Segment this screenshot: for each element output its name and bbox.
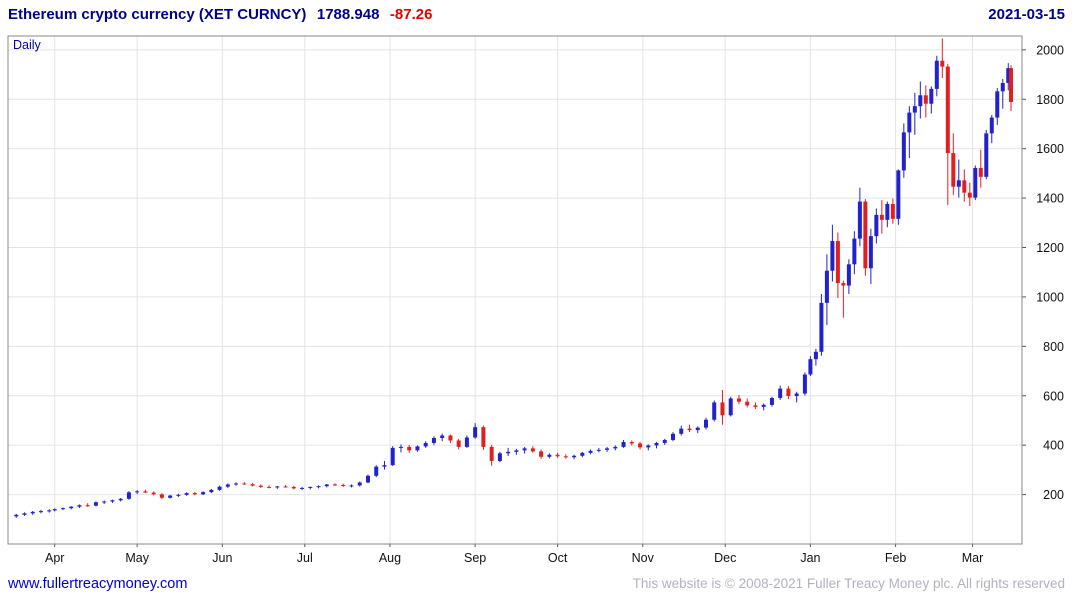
x-axis-label: Jan [800, 551, 820, 565]
axes: 200 400 600 800 1000 1200 1400 1600 1800 2000 Apr M… [7, 35, 1064, 565]
interval-label: Daily [13, 38, 41, 52]
x-axis-label: Sep [464, 551, 486, 565]
y-axis-label: 400 [1043, 439, 1064, 453]
y-axis-label: 800 [1043, 340, 1064, 354]
x-axis-label: Mar [962, 551, 984, 565]
x-axis-label: Apr [45, 551, 64, 565]
x-axis-label: May [125, 551, 149, 565]
chart-date: 2021-03-15 [988, 6, 1065, 23]
y-axis-label: 2000 [1036, 43, 1064, 57]
site-link[interactable]: www.fullertreacymoney.com [8, 576, 188, 592]
y-axis-label: 600 [1043, 389, 1064, 403]
price-change: -87.26 [389, 6, 433, 23]
y-axis-label: 1800 [1036, 93, 1064, 107]
copyright-text: This website is © 2008-2021 Fuller Treac… [632, 576, 1065, 591]
chart-area: 200 400 600 800 1000 1200 1400 1600 1800 2000 Apr M… [0, 30, 1075, 570]
x-axis-label: Feb [885, 551, 907, 565]
chart-header: Ethereum crypto currency (XET CURNCY) 17… [0, 0, 1075, 30]
x-axis-label: Oct [548, 551, 568, 565]
y-axis-label: 1600 [1036, 142, 1064, 156]
y-axis-label: 1200 [1036, 241, 1064, 255]
page-footer: www.fullertreacymoney.com This website i… [0, 570, 1075, 600]
title-group: Ethereum crypto currency (XET CURNCY) 17… [8, 6, 432, 24]
y-axis-label: 1000 [1036, 290, 1064, 304]
instrument-title: Ethereum crypto currency (XET CURNCY) [8, 6, 307, 23]
x-axis-label: Aug [379, 551, 401, 565]
gridlines [8, 36, 1022, 544]
last-price: 1788.948 [316, 6, 380, 23]
plot-border [7, 35, 1023, 545]
x-axis-label: Jul [297, 551, 313, 565]
x-axis-label: Jun [212, 551, 232, 565]
candles [14, 38, 1014, 518]
x-axis-label: Dec [714, 551, 736, 565]
x-axis-label: Nov [632, 551, 655, 565]
y-axis-label: 200 [1043, 488, 1064, 502]
candlestick-chart[interactable]: 200 400 600 800 1000 1200 1400 1600 1800 2000 Apr M… [0, 30, 1075, 570]
y-axis-label: 1400 [1036, 192, 1064, 206]
